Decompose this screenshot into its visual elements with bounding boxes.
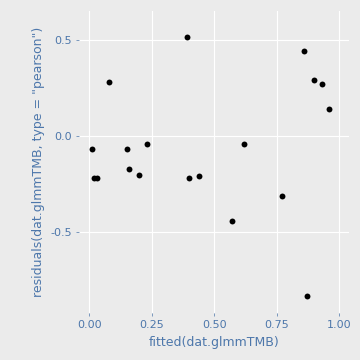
- Point: [144, 141, 150, 147]
- Point: [301, 48, 307, 54]
- Point: [326, 106, 332, 112]
- Point: [229, 218, 235, 224]
- X-axis label: fitted(dat.glmmTMB): fitted(dat.glmmTMB): [149, 336, 280, 349]
- Point: [136, 172, 142, 177]
- Point: [124, 147, 130, 152]
- Point: [311, 77, 317, 83]
- Y-axis label: residuals(dat.glmmTMB, type = "pearson"): residuals(dat.glmmTMB, type = "pearson"): [32, 27, 45, 297]
- Point: [241, 141, 247, 147]
- Point: [126, 166, 132, 172]
- Point: [184, 34, 190, 40]
- Point: [106, 79, 112, 85]
- Point: [186, 175, 192, 181]
- Point: [279, 193, 284, 199]
- Point: [196, 174, 202, 179]
- Point: [319, 81, 325, 87]
- Point: [94, 175, 100, 181]
- Point: [89, 147, 95, 152]
- Point: [304, 293, 310, 299]
- Point: [91, 175, 97, 181]
